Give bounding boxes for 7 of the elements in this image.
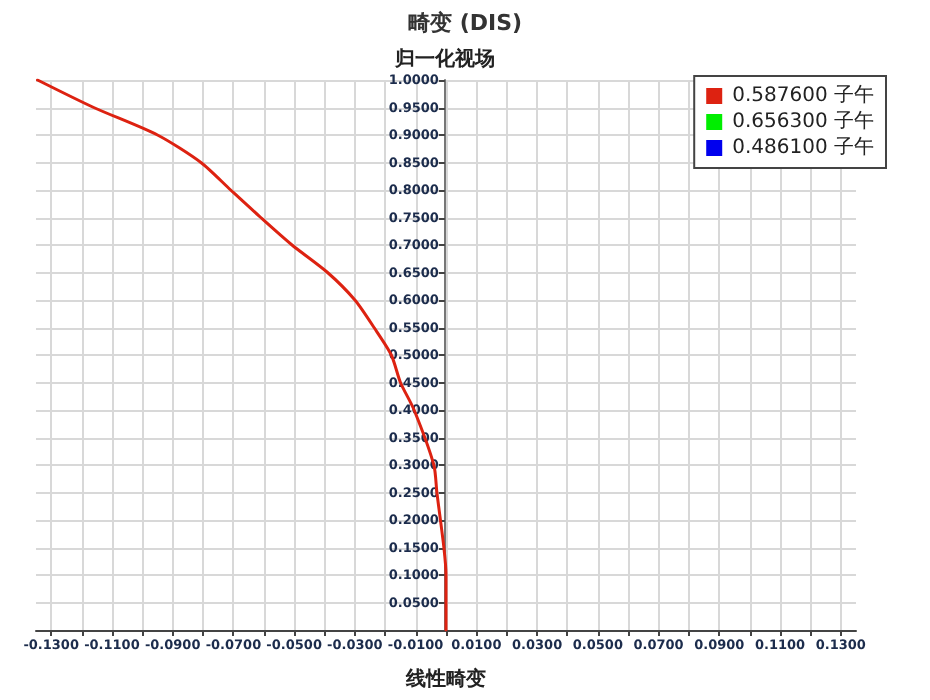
legend-label: 0.587600 子午 (732, 83, 875, 107)
y-axis-title: 归一化视场 (392, 47, 495, 71)
legend-label: 0.656300 子午 (732, 109, 875, 133)
x-axis-title: 线性畸变 (404, 667, 486, 691)
legend-label: 0.486100 子午 (732, 135, 875, 159)
chart-title: 畸变 (DIS) (407, 10, 523, 36)
line-series (36, 78, 448, 632)
